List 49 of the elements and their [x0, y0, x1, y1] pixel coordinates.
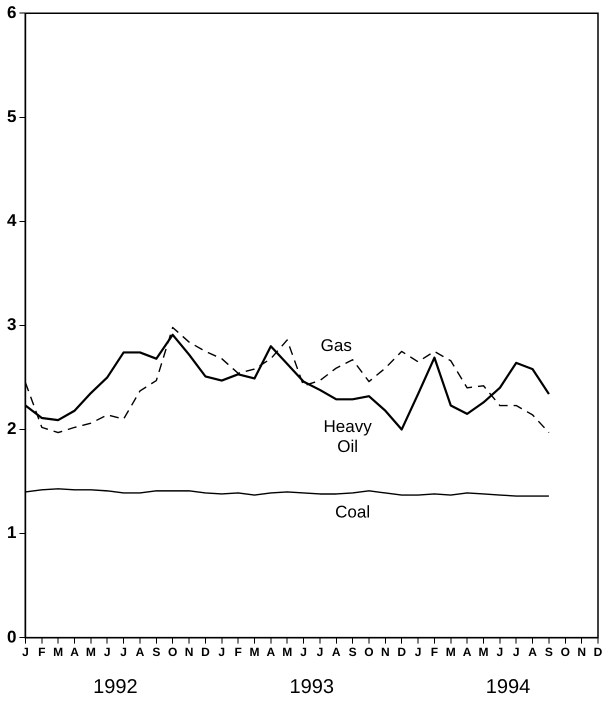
x-tick-label: S [348, 645, 357, 660]
text: 1992 [93, 676, 138, 698]
x-tick-label: J [22, 645, 29, 660]
x-tick-label: N [381, 645, 390, 660]
x-tick-label: M [53, 645, 64, 660]
x-tick-label: M [249, 645, 260, 660]
x-tick-label: J [316, 645, 324, 660]
series-label: Coal [335, 502, 370, 522]
x-tick-label: O [364, 645, 374, 660]
x-tick-label: J [218, 645, 226, 660]
y-tick-label: 5 [6, 106, 16, 126]
x-tick-label: F [234, 645, 242, 660]
series-label: Gas [320, 336, 352, 355]
x-tick-label: O [560, 645, 570, 660]
x-tick-label: N [577, 645, 586, 660]
y-tick-label: 0 [6, 627, 16, 646]
text: 1993 [289, 676, 334, 698]
x-tick-label: S [152, 645, 160, 660]
x-tick-label: A [266, 645, 276, 660]
x-tick-label: F [430, 645, 438, 660]
y-tick-label: 2 [6, 419, 16, 438]
x-tick-label: J [120, 645, 127, 660]
x-tick-label: A [528, 645, 538, 660]
series-label: Heavy Oil [324, 416, 372, 456]
x-tick-label: M [478, 645, 488, 660]
x-tick-label: A [136, 645, 145, 660]
x-tick-label: M [282, 645, 292, 660]
x-tick-label: J [300, 645, 307, 660]
x-tick-label: J [496, 645, 504, 660]
text: 1994 [486, 676, 530, 698]
y-tick-label: 1 [6, 523, 16, 542]
y-tick-label: 6 [6, 2, 16, 22]
x-tick-label: D [397, 645, 406, 660]
x-tick-label: J [104, 645, 111, 660]
x-tick-label: J [512, 645, 520, 660]
x-tick-label: A [462, 645, 472, 660]
x-tick-label: J [414, 645, 422, 660]
x-tick-label: A [332, 645, 341, 660]
y-tick-label: 3 [6, 315, 16, 334]
x-tick-label: D [594, 645, 603, 660]
y-tick-label: 4 [6, 211, 17, 230]
x-tick-label: S [544, 645, 553, 660]
x-tick-label: N [184, 645, 194, 660]
x-tick-label: F [38, 645, 46, 660]
x-tick-label: A [70, 645, 80, 660]
x-tick-label: D [201, 645, 210, 660]
x-tick-label: M [86, 645, 96, 660]
x-tick-label: M [446, 645, 456, 660]
x-tick-label: O [168, 645, 178, 660]
